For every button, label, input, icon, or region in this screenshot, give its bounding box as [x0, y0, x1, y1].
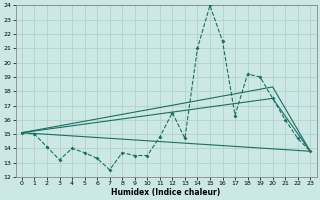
- X-axis label: Humidex (Indice chaleur): Humidex (Indice chaleur): [111, 188, 221, 197]
